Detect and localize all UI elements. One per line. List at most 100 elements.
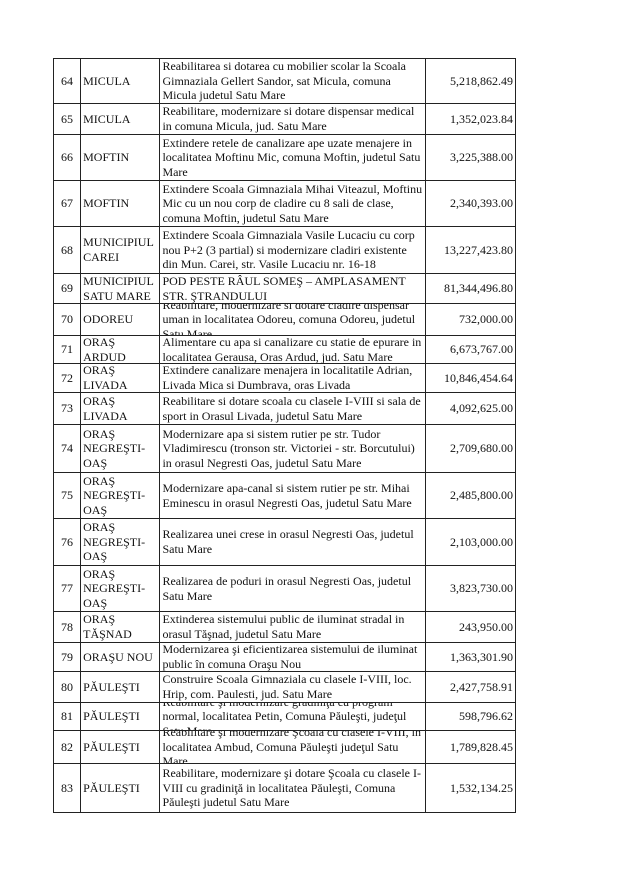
value-cell: 243,950.00 [424,611,517,643]
locality-cell-text: ORAŞ TĂŞNAD [83,612,132,642]
table-row: 76 ORAŞ NEGREŞTI-OAŞ Realizarea unei crese… [52,518,517,566]
row-number-text: 76 [61,534,74,549]
locality-cell-text: MICULA [83,73,131,88]
project-cell: Modernizarea şi eficientizarea sistemulu… [159,642,426,672]
locality-cell-text: ORAŞ LIVADA [83,393,128,423]
row-number: 75 [52,472,82,519]
row-number: 64 [52,58,82,104]
table-row: 68 MUNICIPIUL CAREI Extindere Scoala Gimna… [52,226,517,274]
row-number: 74 [52,424,82,473]
locality-cell-text: PĂULEŞTI [83,739,140,754]
locality-cell: ORAŞ NEGREŞTI-OAŞ [80,518,161,566]
row-number-text: 80 [61,679,74,694]
project-cell-text: Reabilitarea si dotarea cu mobilier scol… [162,59,406,103]
project-cell-text: Extindere retele de canalizare ape uzate… [162,135,421,179]
locality-cell-text: MUNICIPIUL SATU MARE [83,274,154,303]
project-cell: Reabilitare şi modernizare gradiniţa cu … [159,702,426,731]
locality-cell: ORAŞ LIVADA [80,363,161,393]
project-cell: Reabilitare, modernizare si dotare dispe… [159,103,426,135]
project-cell-text: Extinderea sistemului public de iluminat… [162,612,405,642]
row-number-text: 79 [61,649,74,664]
row-number: 76 [52,518,82,566]
locality-cell-text: PĂULEŞTI [83,709,140,724]
row-number: 71 [52,335,82,364]
value-cell: 1,789,828.45 [424,730,517,764]
value-cell-text: 1,532,134.25 [450,780,513,795]
project-cell-text: Reabilitare şi modernizare Şcoala cu cla… [162,731,421,763]
value-cell-text: 1,789,828.45 [450,739,513,754]
row-number: 81 [52,702,82,731]
row-number: 70 [52,303,82,336]
value-cell-text: 4,092,625.00 [450,401,513,416]
value-cell-text: 81,344,496.80 [444,281,513,296]
row-number-text: 65 [61,111,74,126]
project-cell-text: Reabilitare, modernizare si dotare dispe… [162,104,415,134]
row-number-text: 64 [61,73,74,88]
value-cell-text: 732,000.00 [459,312,513,327]
project-cell-text: POD PESTE RÂUL SOMEŞ – AMPLASAMENT STR. … [162,274,406,303]
locality-cell-text: MOFTIN [83,150,130,165]
project-cell: Reabilitare, modernizare si dotare cladi… [159,303,426,336]
project-cell: Reabilitare si dotare scoala cu clasele … [159,392,426,425]
table-row: 82 PĂULEŞTI Reabilitare şi modernizare Şco… [52,730,517,764]
project-cell-text: Modernizarea şi eficientizarea sistemulu… [162,643,418,671]
value-cell: 2,427,758.91 [424,671,517,703]
project-cell: POD PESTE RÂUL SOMEŞ – AMPLASAMENT STR. … [159,273,426,304]
table-row: 67 MOFTIN Extindere Scoala Gimnaziala Miha… [52,180,517,227]
table-row: 77 ORAŞ NEGREŞTI-OAŞ Realizarea de poduri … [52,565,517,612]
table-row: 74 ORAŞ NEGREŞTI-OAŞ Modernizare apa si si… [52,424,517,473]
table-row: 83 PĂULEŞTI Reabilitare, modernizare şi do… [52,763,517,813]
row-number-text: 74 [61,441,74,456]
project-cell-text: Reabilitare, modernizare şi dotare Şcoal… [162,766,421,810]
locality-cell-text: MUNICIPIUL CAREI [83,235,154,264]
row-number-text: 77 [61,581,74,596]
project-cell-text: Construire Scoala Gimnaziala cu clasele … [162,672,412,702]
locality-cell-text: PĂULEŞTI [83,679,140,694]
locality-cell: ORAŞ NEGREŞTI-OAŞ [80,565,161,612]
locality-cell-text: ORAŞ NEGREŞTI-OAŞ [83,426,146,470]
project-cell-text: Extindere Scoala Gimnaziala Mihai Viteaz… [162,181,423,225]
locality-cell-text: ORAŞ NEGREŞTI-OAŞ [83,473,146,517]
locality-cell: PĂULEŞTI [80,671,161,703]
locality-cell: ORAŞ NEGREŞTI-OAŞ [80,472,161,519]
locality-cell-text: PĂULEŞTI [83,780,140,795]
table-row: 73 ORAŞ LIVADA Reabilitare si dotare scoal… [52,392,517,425]
project-cell-text: Extindere Scoala Gimnaziala Vasile Lucac… [162,228,415,272]
value-cell-text: 2,427,758.91 [450,679,513,694]
value-cell: 4,092,625.00 [424,392,517,425]
row-number: 77 [52,565,82,612]
value-cell-text: 5,218,862.49 [450,73,513,88]
row-number: 72 [52,363,82,393]
locality-cell: MUNICIPIUL SATU MARE [80,273,161,304]
table-row: 80 PĂULEŞTI Construire Scoala Gimnaziala c… [52,671,517,703]
table-row: 79 ORAŞU NOU Modernizarea şi eficientizare… [52,642,517,672]
locality-cell: MOFTIN [80,134,161,181]
value-cell-text: 2,103,000.00 [450,534,513,549]
row-number-text: 81 [61,709,74,724]
projects-table: 64 MICULA Reabilitarea si dotarea cu mobil… [52,58,517,813]
value-cell: 2,103,000.00 [424,518,517,566]
value-cell: 2,709,680.00 [424,424,517,473]
project-cell-text: Alimentare cu apa si canalizare cu stati… [162,336,422,363]
locality-cell-text: ORAŞU NOU [83,649,153,664]
locality-cell: ORAŞU NOU [80,642,161,672]
value-cell-text: 10,846,454.64 [444,370,513,385]
locality-cell: MICULA [80,103,161,135]
row-number: 80 [52,671,82,703]
row-number: 83 [52,763,82,813]
row-number-text: 78 [61,619,74,634]
locality-cell: ORAŞ TĂŞNAD [80,611,161,643]
project-cell: Reabilitare şi modernizare Şcoala cu cla… [159,730,426,764]
locality-cell-text: MICULA [83,111,131,126]
value-cell-text: 13,227,423.80 [444,242,513,257]
value-cell: 6,673,767.00 [424,335,517,364]
table-row: 72 ORAŞ LIVADA Extindere canalizare menaje… [52,363,517,393]
project-cell-text: Reabilitare şi modernizare gradiniţa cu … [162,704,407,730]
table-row: 70 ODOREU Reabilitare, modernizare si dota… [52,303,517,336]
project-cell: Realizarea de poduri in orasul Negresti … [159,565,426,612]
locality-cell-text: ORAŞ LIVADA [83,364,128,392]
project-cell: Extindere canalizare menajera in localit… [159,363,426,393]
value-cell: 3,823,730.00 [424,565,517,612]
value-cell-text: 1,363,301.90 [450,649,513,664]
row-number-text: 72 [61,370,74,385]
